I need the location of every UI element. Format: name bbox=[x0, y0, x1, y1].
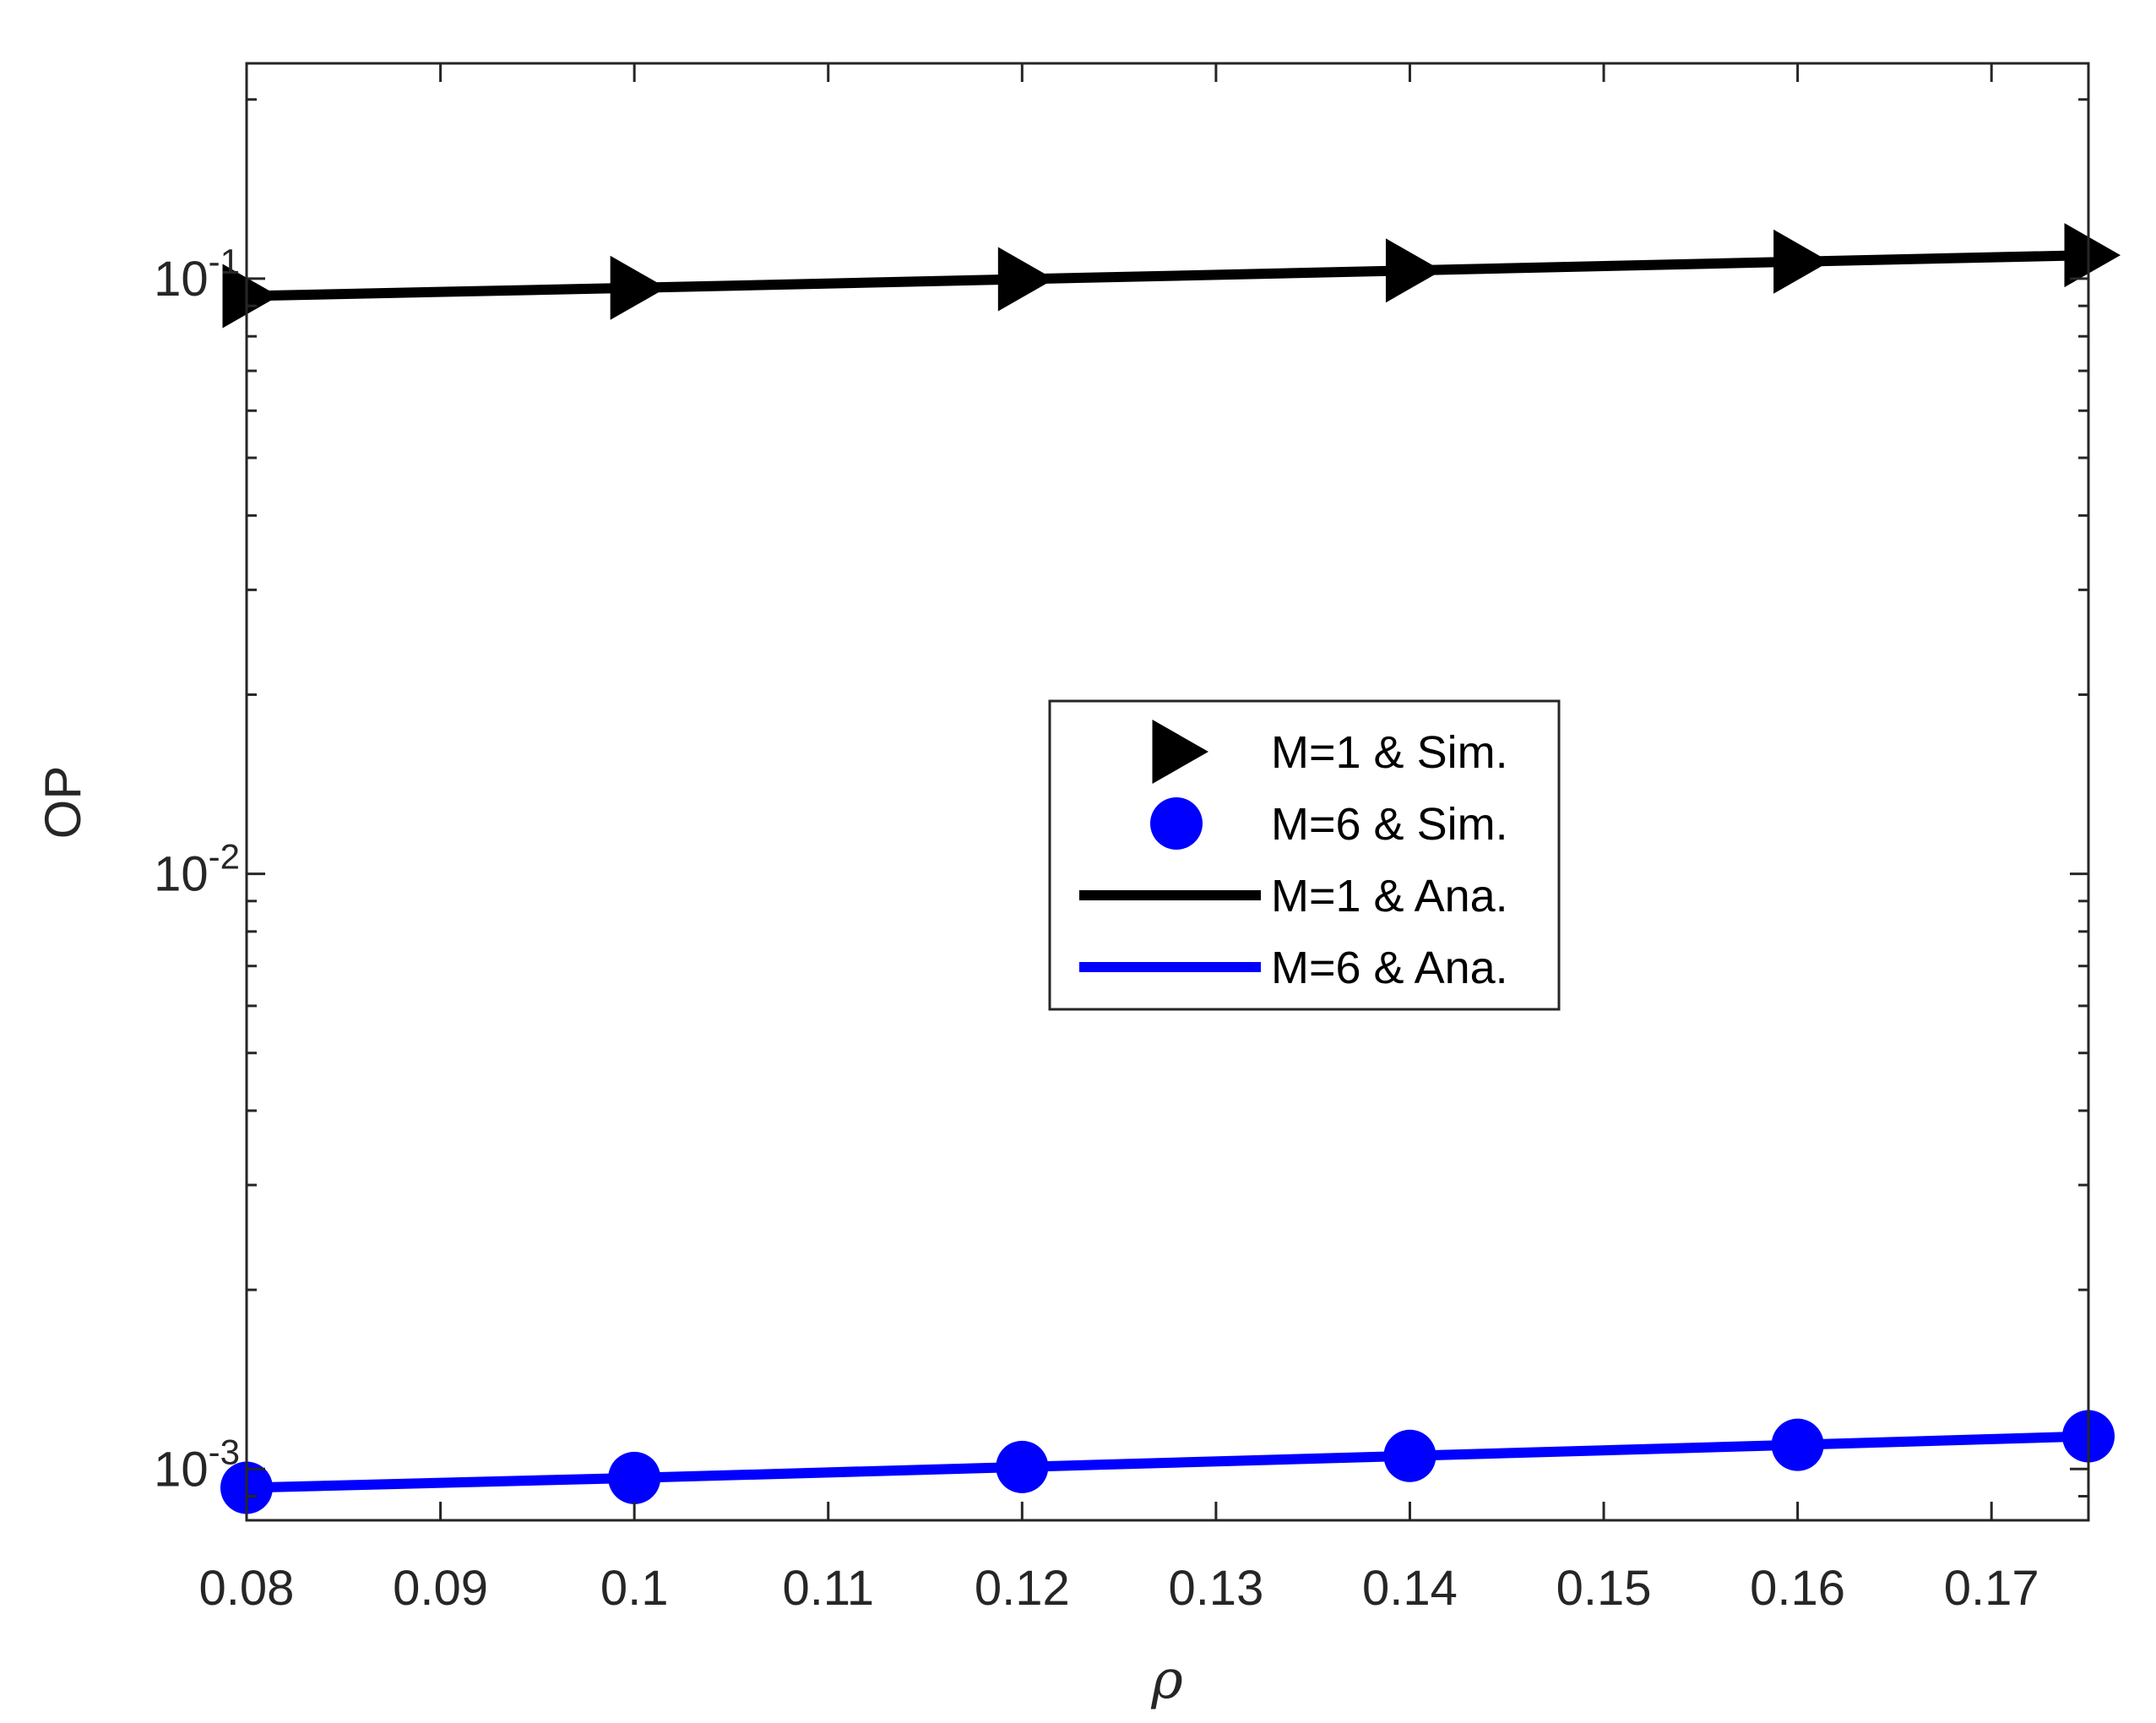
x-tick-label: 0.1 bbox=[600, 1561, 669, 1616]
x-axis-title: ρ bbox=[1150, 1649, 1183, 1711]
legend-label: M=6 & Sim. bbox=[1271, 799, 1508, 850]
plot-area-frame bbox=[245, 62, 2090, 1522]
y-tick-label: 10-3 bbox=[154, 1432, 240, 1497]
data-point bbox=[996, 1440, 1049, 1493]
x-tick-label: 0.12 bbox=[975, 1561, 1070, 1616]
x-tick-label: 0.15 bbox=[1556, 1561, 1652, 1616]
legend-symbol bbox=[1152, 720, 1208, 784]
data-point bbox=[997, 247, 1055, 312]
legend-symbol bbox=[1150, 797, 1203, 850]
legend: M=1 & Sim. M=6 & Sim. M=1 & Ana. M=6 & Ana. bbox=[1048, 699, 1561, 1011]
axes-layer: 0.08 0.09 0.1 0.11 0.12 0.13 0.14 0.15 0.16 0.17 1… bbox=[154, 62, 2090, 1616]
x-tick-label: 0.16 bbox=[1750, 1561, 1845, 1616]
x-tick-label: 0.13 bbox=[1168, 1561, 1263, 1616]
x-tick-label: 0.08 bbox=[199, 1561, 295, 1616]
x-tick-label: 0.11 bbox=[782, 1561, 874, 1616]
data-point bbox=[2064, 223, 2121, 288]
data-point bbox=[1383, 1429, 1436, 1482]
x-tick-label: 0.17 bbox=[1944, 1561, 2039, 1616]
data-point bbox=[608, 1451, 661, 1504]
y-tick-label: 10-2 bbox=[154, 837, 240, 902]
legend-label: M=1 & Ana. bbox=[1271, 871, 1508, 921]
y-tick-label: 10-1 bbox=[154, 242, 240, 307]
data-point bbox=[222, 264, 279, 329]
data-point bbox=[1771, 1418, 1824, 1471]
legend-label: M=6 & Ana. bbox=[1271, 943, 1508, 993]
y-axis-title: OP bbox=[35, 766, 91, 840]
x-tick-label: 0.09 bbox=[393, 1561, 488, 1616]
x-tick-label: 0.14 bbox=[1362, 1561, 1458, 1616]
series-line bbox=[246, 1431, 2089, 1493]
series-line bbox=[246, 250, 2089, 302]
data-point bbox=[1385, 238, 1442, 303]
data-point bbox=[1773, 229, 1830, 294]
data-point bbox=[610, 255, 667, 320]
legend-box bbox=[1048, 699, 1561, 1011]
legend-label: M=1 & Sim. bbox=[1271, 727, 1508, 778]
